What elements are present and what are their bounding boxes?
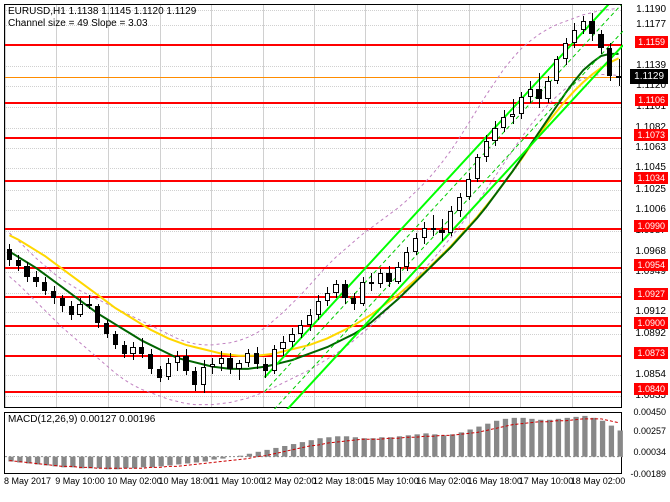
x-axis: 8 May 2017 9 May 10:0010 May 02:0010 May … (4, 476, 622, 498)
y-tick: 1.1190 (636, 4, 666, 15)
x-tick: 12 May 18:00 (313, 476, 368, 486)
macd-y-tick: 0.00034 (633, 447, 666, 457)
price-level-label: 1.1129 (630, 69, 668, 84)
price-level-label: 1.0873 (634, 347, 668, 359)
y-tick: 1.1025 (635, 184, 666, 195)
y-axis-main: 1.08351.08541.08731.08921.09121.09301.09… (622, 4, 670, 408)
price-level-label: 1.1159 (635, 36, 668, 48)
symbol-header: EURUSD,H1 1.1138 1.1145 1.1120 1.1129 (8, 6, 196, 17)
price-level-label: 1.1034 (634, 172, 668, 184)
x-tick: 10 May 18:00 (159, 476, 214, 486)
y-tick: 1.1063 (635, 142, 666, 153)
macd-y-tick: 0.00450 (633, 407, 666, 417)
y-tick: 1.1006 (635, 204, 666, 215)
price-level-label: 1.0900 (634, 317, 668, 329)
price-level-label: 1.1106 (635, 94, 668, 106)
macd-y-tick: 0.00257 (633, 426, 666, 436)
x-tick: 18 May 02:00 (571, 476, 626, 486)
x-tick: 16 May 02:00 (416, 476, 471, 486)
price-level-label: 1.0840 (634, 383, 668, 395)
y-axis-macd: -0.001890.000340.002570.00450 (622, 412, 670, 474)
price-level-label: 1.0954 (634, 259, 668, 271)
chart-container: EURUSD,H1 1.1138 1.1145 1.1120 1.1129 Ch… (0, 0, 670, 502)
macd-header: MACD(12,26,9) 0.00127 0.00196 (8, 414, 155, 425)
x-tick: 10 May 02:00 (107, 476, 162, 486)
main-chart-area[interactable] (4, 4, 622, 408)
price-level-label: 1.0927 (634, 288, 668, 300)
y-tick: 1.0912 (635, 306, 666, 317)
x-tick: 11 May 10:00 (210, 476, 264, 486)
price-level-label: 1.1073 (634, 129, 668, 141)
x-tick: 17 May 10:00 (519, 476, 574, 486)
y-tick: 1.0892 (635, 328, 666, 339)
macd-y-tick: -0.00189 (630, 469, 666, 479)
x-tick: 16 May 18:00 (468, 476, 523, 486)
x-tick: 12 May 02:00 (262, 476, 317, 486)
x-tick: 9 May 10:00 (55, 476, 105, 486)
y-tick: 1.0854 (635, 369, 666, 380)
y-tick: 1.0968 (635, 246, 666, 257)
channel-info: Channel size = 49 Slope = 3.03 (8, 18, 148, 29)
x-tick: 8 May 2017 (4, 476, 51, 486)
y-tick: 1.1177 (636, 19, 666, 30)
price-level-label: 1.0990 (634, 220, 668, 232)
x-tick: 15 May 10:00 (364, 476, 419, 486)
